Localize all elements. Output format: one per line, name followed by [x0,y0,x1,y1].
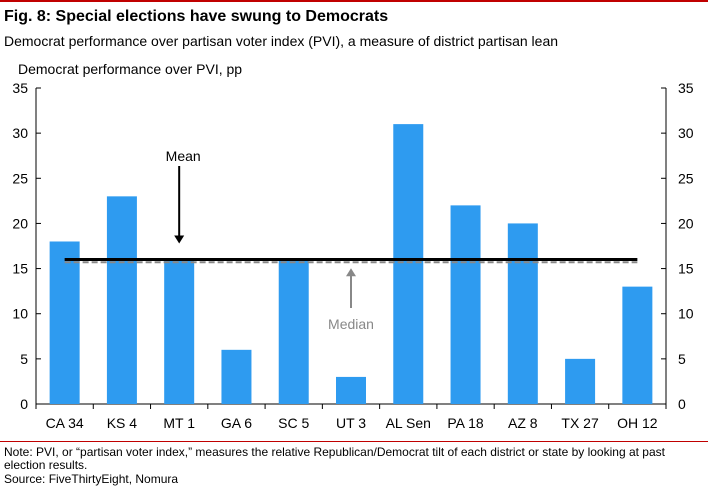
x-tick-label: SC 5 [278,415,309,431]
y-tick-label-left: 0 [20,396,28,412]
source-note: Source: FiveThirtyEight, Nomura [4,472,179,486]
bottom-rule [0,441,708,442]
bar [565,358,596,404]
y-tick-label-right: 15 [678,261,694,277]
chart-subtitle: Democrat performance over partisan voter… [4,33,559,49]
bar [278,259,309,404]
footnote: Note: PVI, or “partisan voter index,” me… [4,445,665,472]
x-tick-label: OH 12 [617,415,658,431]
x-tick-label: GA 6 [221,415,252,431]
median-arrow-head [346,268,356,277]
y-tick-label-left: 35 [12,80,28,96]
chart-title: Fig. 8: Special elections have swung to … [4,8,389,25]
y-tick-label-right: 10 [678,306,694,322]
y-tick-label-right: 30 [678,125,694,141]
bar-chart: 0 0 5 5 10 10 15 15 20 20 25 25 30 30 35 35 CA 34 KS 4 MT … [12,80,694,431]
x-tick-label: TX 27 [561,415,599,431]
y-tick-label-right: 35 [678,80,694,96]
y-tick-label-left: 15 [12,261,28,277]
y-tick-label-left: 5 [20,351,28,367]
x-tick-label: CA 34 [46,415,84,431]
y-tick-label-right: 20 [678,215,694,231]
x-tick-label: KS 4 [107,415,138,431]
y-tick-label-right: 25 [678,170,694,186]
bar [106,196,137,404]
bar [393,124,424,404]
x-tick-label: MT 1 [163,415,195,431]
x-tick-label: AL Sen [386,415,431,431]
y-tick-label-right: 5 [678,351,686,367]
bar [336,376,366,404]
y-tick-label-right: 0 [678,396,686,412]
mean-annotation: Mean [166,148,201,164]
bar [49,241,80,404]
x-tick-label: AZ 8 [508,415,538,431]
x-tick-label: PA 18 [447,415,484,431]
y-tick-label-left: 20 [12,215,28,231]
median-annotation: Median [328,316,374,332]
mean-arrow-head [174,235,185,244]
y-axis-label: Democrat performance over PVI, pp [18,61,243,77]
y-tick-label-left: 25 [12,170,28,186]
bar [622,286,653,404]
bar [507,223,538,404]
top-rule [0,0,708,2]
bar [450,205,481,404]
bar [221,349,252,404]
y-tick-label-left: 10 [12,306,28,322]
y-tick-label-left: 30 [12,125,28,141]
x-tick-label: UT 3 [336,415,366,431]
bar [164,259,195,404]
